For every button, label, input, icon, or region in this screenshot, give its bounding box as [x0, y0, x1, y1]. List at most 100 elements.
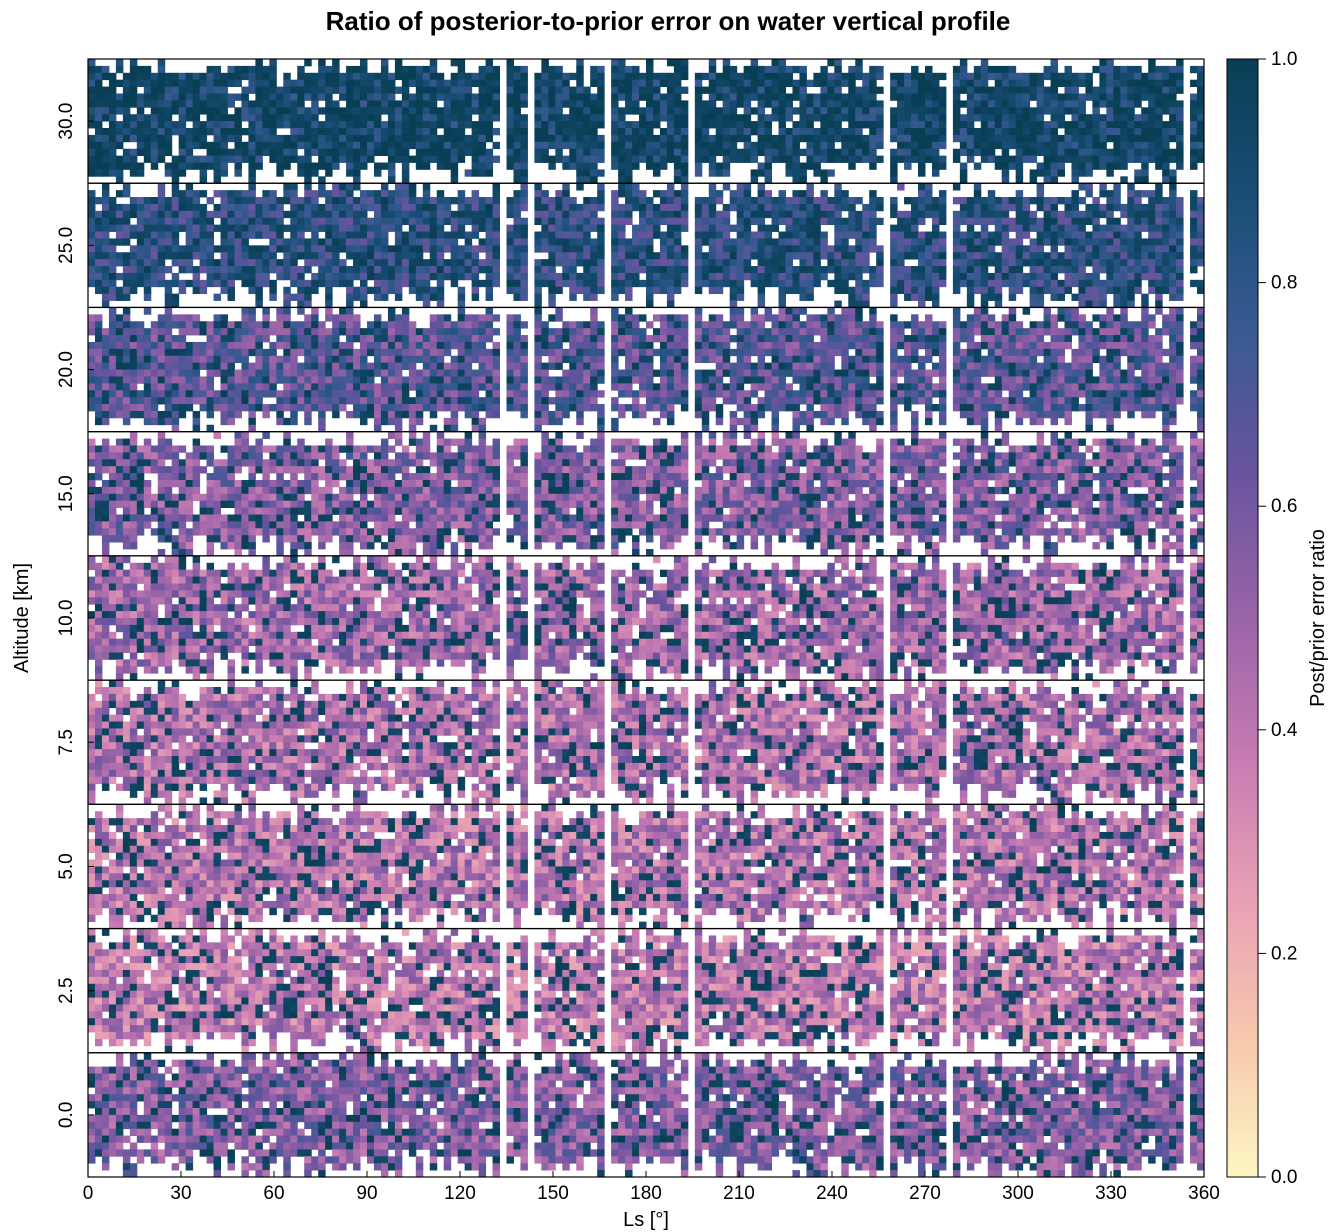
heatmap-cell — [966, 148, 975, 157]
heatmap-cell — [652, 266, 661, 274]
heatmap-cell — [1015, 272, 1024, 281]
heatmap-cell — [94, 245, 103, 253]
heatmap-cell — [94, 410, 103, 419]
heatmap-cell — [931, 217, 940, 226]
heatmap-cell — [931, 279, 940, 288]
heatmap-cell — [973, 279, 982, 288]
heatmap-cell — [199, 141, 208, 150]
heatmap-cell — [841, 114, 849, 122]
heatmap-cell — [618, 121, 626, 129]
heatmap-cell — [1169, 128, 1177, 136]
heatmap-cell — [1050, 238, 1059, 246]
heatmap-cell — [1022, 279, 1031, 288]
heatmap-cell — [1155, 210, 1163, 219]
heatmap-cell — [346, 348, 354, 357]
heatmap-cell — [513, 224, 521, 232]
heatmap-cell — [283, 86, 291, 94]
heatmap-cell — [1057, 107, 1065, 115]
heatmap-cell — [415, 148, 424, 157]
heatmap-cell — [311, 128, 319, 136]
heatmap-cell — [980, 203, 989, 212]
heatmap-cell — [276, 341, 284, 350]
heatmap-cell — [834, 286, 842, 295]
heatmap-cell — [129, 65, 138, 74]
heatmap-cell — [701, 141, 710, 150]
heatmap-cell — [632, 134, 640, 143]
heatmap-cell — [485, 148, 494, 157]
heatmap-cell — [325, 390, 333, 398]
heatmap-cell — [150, 224, 159, 232]
heatmap-cell — [269, 376, 277, 384]
heatmap-cell — [492, 224, 501, 232]
heatmap-cell — [841, 231, 849, 239]
heatmap-cell — [101, 148, 110, 157]
heatmap-cell — [380, 266, 389, 274]
heatmap-cell — [394, 217, 403, 226]
heatmap-cell — [708, 121, 717, 129]
heatmap-cell — [987, 86, 996, 94]
heatmap-cell — [590, 238, 598, 246]
heatmap-cell — [318, 86, 326, 94]
heatmap-cell — [555, 107, 563, 115]
heatmap-cell — [199, 128, 208, 136]
heatmap-cell — [848, 203, 856, 212]
heatmap-cell — [255, 390, 263, 398]
heatmap-cell — [918, 162, 926, 170]
heatmap-cell — [157, 148, 166, 157]
heatmap-cell — [143, 210, 152, 219]
heatmap-cell — [1022, 100, 1031, 108]
heatmap-cell — [332, 79, 340, 87]
heatmap-cell — [757, 217, 766, 226]
heatmap-cell — [541, 114, 549, 122]
heatmap-cell — [429, 107, 438, 115]
heatmap-cell — [88, 86, 96, 94]
heatmap-cell — [248, 128, 256, 136]
heatmap-cell — [792, 197, 800, 205]
heatmap-cell — [673, 203, 682, 212]
heatmap-cell — [150, 272, 159, 281]
heatmap-cell — [834, 210, 842, 219]
heatmap-cell — [1001, 231, 1010, 239]
heatmap-cell — [269, 369, 277, 377]
heatmap-cell — [541, 86, 549, 94]
heatmap-cell — [157, 134, 166, 143]
heatmap-cell — [1169, 252, 1177, 260]
heatmap-cell — [1106, 224, 1114, 232]
heatmap-cell — [911, 203, 919, 212]
heatmap-cell — [171, 169, 180, 177]
heatmap-cell — [150, 134, 159, 143]
heatmap-cell — [464, 86, 473, 94]
heatmap-cell — [492, 86, 501, 94]
heatmap-cell — [108, 341, 117, 350]
heatmap-cell — [150, 355, 159, 364]
heatmap-cell — [1190, 252, 1198, 260]
heatmap-cell — [1022, 121, 1031, 129]
heatmap-cell — [206, 114, 215, 122]
heatmap-cell — [583, 238, 591, 246]
heatmap-cell — [911, 279, 919, 288]
heatmap-cell — [1113, 203, 1121, 212]
heatmap-cell — [897, 231, 905, 239]
heatmap-cell — [750, 176, 759, 184]
heatmap-cell — [485, 272, 494, 281]
heatmap-cell — [325, 376, 333, 384]
heatmap-cell — [813, 259, 821, 267]
heatmap-cell — [213, 266, 222, 274]
heatmap-cell — [234, 155, 242, 163]
heatmap-cell — [227, 114, 235, 122]
heatmap-cell — [269, 362, 277, 370]
heatmap-cell — [708, 183, 717, 191]
heatmap-cell — [952, 100, 961, 108]
heatmap-cell — [227, 210, 235, 219]
heatmap-cell — [1155, 65, 1163, 74]
heatmap-cell — [213, 210, 222, 219]
heatmap-cell — [283, 272, 291, 281]
heatmap-cell — [122, 266, 131, 274]
heatmap-cell — [492, 190, 501, 198]
heatmap-cell — [122, 321, 131, 329]
heatmap-cell — [1155, 286, 1163, 295]
heatmap-cell — [541, 217, 549, 226]
heatmap-cell — [1197, 128, 1204, 136]
heatmap-cell — [708, 107, 717, 115]
heatmap-cell — [325, 197, 333, 205]
